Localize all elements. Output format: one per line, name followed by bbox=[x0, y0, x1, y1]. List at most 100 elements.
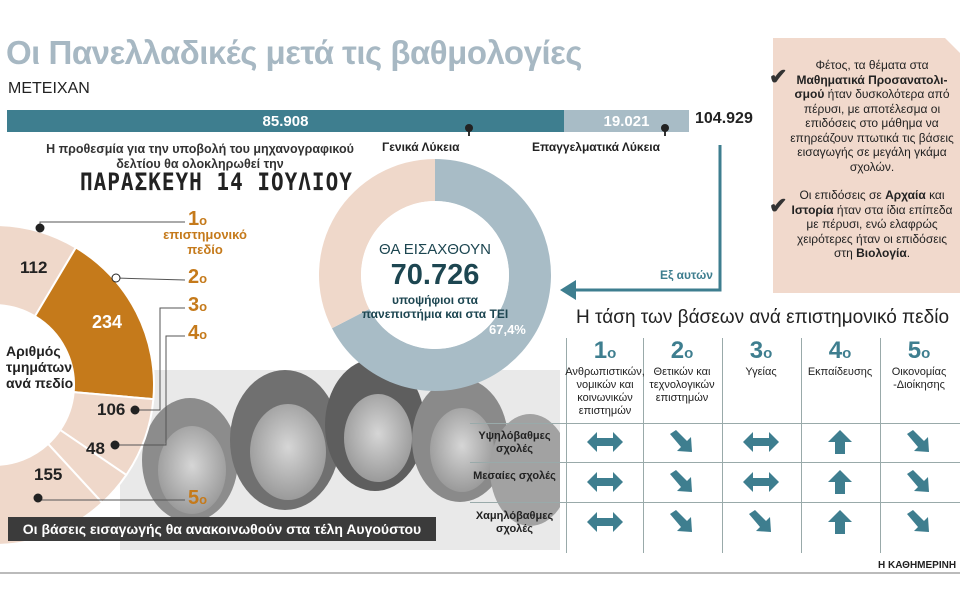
field-1-num: 1 bbox=[188, 208, 200, 230]
column-number-3: 3ο bbox=[722, 337, 800, 365]
column-number-digit: 3 bbox=[749, 337, 764, 364]
info-sidebar: ✔ Φέτος, τα θέματα στα Μαθηματικά Προσαν… bbox=[769, 38, 960, 293]
column-label-2: Θετικών και τεχνολογικών επιστημών bbox=[649, 366, 715, 404]
sidebar-p1-bold: Μαθηματικά Προσανατολι-σμού bbox=[794, 72, 948, 102]
field-3-label: 3ο bbox=[188, 294, 207, 317]
field-3-suffix: ο bbox=[199, 299, 208, 314]
stable-arrow-icon bbox=[587, 432, 623, 452]
column-number-suffix: ο bbox=[763, 345, 773, 362]
column-label-4: Εκπαίδευσης bbox=[807, 366, 873, 378]
participated-label: ΜΕΤΕΙΧΑΝ bbox=[8, 80, 90, 97]
field-4-label: 4ο bbox=[188, 322, 207, 345]
trend-up-arrow-icon bbox=[828, 470, 852, 494]
field-1-description: επιστημονικό πεδίο bbox=[163, 227, 247, 257]
slice-value-5: 155 bbox=[34, 465, 63, 484]
sidebar-p1-text: Φέτος, τα θέματα στα bbox=[815, 58, 929, 72]
column-number-suffix: ο bbox=[842, 345, 852, 362]
field-2-num: 2 bbox=[188, 266, 200, 288]
admitted-value: 70.726 bbox=[390, 259, 480, 291]
table-row-divider-2 bbox=[470, 502, 960, 503]
stable-arrow-icon bbox=[743, 472, 779, 492]
publisher-credit: Η ΚΑΘΗΜΕΡΙΝΗ bbox=[878, 560, 957, 571]
field-3-num: 3 bbox=[188, 294, 200, 316]
column-number-5: 5ο bbox=[880, 337, 958, 365]
admitted-subtitle: υποψήφιοι στα πανεπιστήμια και στα ΤΕΙ bbox=[361, 293, 509, 321]
sidebar-corner bbox=[945, 38, 960, 53]
deadline-date: ΠΑΡΑΣΚΕΥΗ 14 ΙΟΥΛΙΟΥ bbox=[80, 168, 353, 196]
field-1-label: 1ο bbox=[188, 208, 207, 231]
bar-vocational-lyceums: 19.021 bbox=[564, 110, 689, 132]
leader-dot-field-5 bbox=[33, 493, 43, 503]
sidebar-p1-rest: ήταν δυσκολότερα από πέρυσι, με αποτέλεσ… bbox=[790, 87, 954, 174]
field-2-suffix: ο bbox=[199, 271, 208, 286]
leader-dot-field-2 bbox=[111, 273, 121, 283]
slice-value-4: 48 bbox=[86, 439, 105, 458]
table-row-divider-1 bbox=[470, 462, 960, 463]
leader-line-field-2 bbox=[115, 277, 186, 281]
leader-dot-field-4 bbox=[110, 440, 120, 450]
departments-center-label: Αριθμός τμημάτων ανά πεδίο bbox=[6, 343, 74, 391]
page-title: Οι Πανελλαδικές μετά τις βαθμολογίες bbox=[6, 34, 582, 71]
row-label-0: Υψηλόβαθμες σχολές bbox=[478, 430, 551, 455]
column-number-digit: 5 bbox=[907, 337, 922, 364]
row-label-2: Χαμηλόβαθμες σχολές bbox=[475, 510, 554, 535]
column-number-4: 4ο bbox=[801, 337, 879, 365]
field-4-suffix: ο bbox=[199, 327, 208, 342]
column-number-1: 1ο bbox=[566, 337, 644, 365]
stable-arrow-icon bbox=[743, 432, 779, 452]
slice-value-2: 234 bbox=[92, 312, 123, 332]
trend-down-arrow-icon bbox=[907, 470, 929, 492]
bar-general-label: Γενικά Λύκεια bbox=[382, 140, 460, 154]
table-row-divider-0 bbox=[470, 423, 960, 424]
column-number-2: 2ο bbox=[643, 337, 721, 365]
stable-arrow-icon bbox=[587, 472, 623, 492]
table-divider-1 bbox=[643, 338, 644, 553]
results-announcement-banner: Οι βάσεις εισαγωγής θα ανακοινωθούν στα … bbox=[8, 517, 436, 541]
column-label-1: Ανθρωπιστικών, νομικών και κοινωνικών επ… bbox=[565, 366, 645, 417]
sidebar-p2-end: . bbox=[906, 246, 911, 260]
deadline-note: Η προθεσμία για την υποβολή του μηχανογρ… bbox=[46, 142, 354, 171]
row-label-1: Μεσαίες σχολές bbox=[473, 470, 556, 482]
leader-dot-field-1 bbox=[35, 223, 45, 233]
bottom-rule bbox=[0, 572, 960, 574]
trend-down-arrow-icon bbox=[907, 430, 929, 452]
table-divider-3 bbox=[801, 338, 802, 553]
slice-value-1: 112 bbox=[20, 258, 48, 277]
field-5-num: 5 bbox=[188, 487, 200, 509]
bar-vocational-dot bbox=[661, 124, 669, 132]
trend-up-arrow-icon bbox=[828, 430, 852, 454]
bar-vocational-label: Επαγγελματικά Λύκεια bbox=[532, 140, 661, 154]
trend-down-arrow-icon bbox=[670, 470, 692, 492]
column-number-digit: 4 bbox=[828, 337, 843, 364]
field-4-num: 4 bbox=[188, 322, 200, 344]
sidebar-p2-bold-ancient: Αρχαία bbox=[885, 188, 926, 202]
column-number-suffix: ο bbox=[607, 345, 617, 362]
column-number-suffix: ο bbox=[684, 345, 694, 362]
trend-down-arrow-icon bbox=[670, 510, 692, 532]
sidebar-p2-bold-biology: Βιολογία bbox=[856, 246, 907, 260]
field-2-label: 2ο bbox=[188, 266, 207, 289]
column-number-suffix: ο bbox=[921, 345, 931, 362]
trend-up-arrow-icon bbox=[828, 510, 852, 534]
sidebar-p2-bold-history: Ιστορία bbox=[791, 202, 834, 217]
column-label-5: Οικονομίας -Διοίκησης bbox=[891, 366, 947, 391]
from-them-label: Εξ αυτών bbox=[660, 268, 713, 282]
from-them-arrowhead bbox=[560, 280, 576, 300]
sidebar-p2-and: και bbox=[929, 188, 945, 202]
checkmark-icon: ✔ bbox=[769, 193, 788, 218]
column-number-digit: 2 bbox=[670, 337, 685, 364]
trend-down-arrow-icon bbox=[907, 510, 929, 532]
field-5-suffix: ο bbox=[199, 492, 208, 507]
field-1-suffix: ο bbox=[199, 213, 208, 228]
admitted-title: ΘΑ ΕΙΣΑΧΘΟΥΝ bbox=[379, 241, 491, 258]
slice-value-3: 106 bbox=[97, 400, 126, 419]
stable-arrow-icon bbox=[587, 512, 623, 532]
bar-general-lyceums: 85.908 bbox=[7, 110, 564, 132]
bar-vocational-value: 19.021 bbox=[603, 112, 650, 130]
students-photo bbox=[120, 359, 560, 550]
bar-total-value: 104.929 bbox=[695, 110, 753, 127]
trend-down-arrow-icon bbox=[670, 430, 692, 452]
sidebar-paragraph-2: Οι επιδόσεις σε Αρχαία και Ιστορία ήταν … bbox=[789, 188, 955, 261]
column-number-digit: 1 bbox=[593, 337, 608, 364]
sidebar-p2-text: Οι επιδόσεις σε bbox=[799, 188, 882, 202]
